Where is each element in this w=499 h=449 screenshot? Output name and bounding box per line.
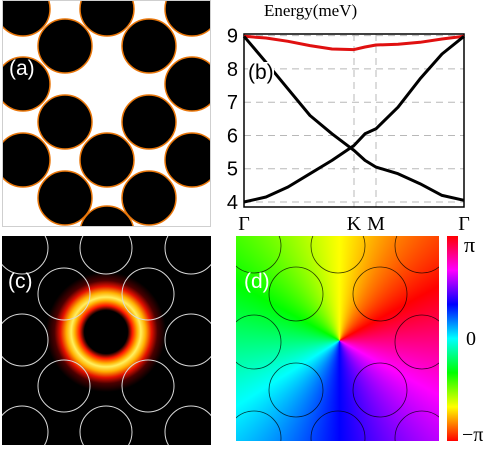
lattice-disk (80, 205, 134, 226)
lattice-disk (164, 1, 210, 37)
y-tick-label: 4 (227, 192, 238, 214)
lattice-disk (3, 56, 51, 112)
panel-b-label: (b) (248, 61, 274, 84)
lattice-outline-circle (394, 236, 439, 274)
lattice-disk (37, 170, 93, 226)
lattice-outline-circle (236, 314, 282, 370)
lattice-disk (3, 1, 51, 37)
lattice-outline-circle (394, 410, 439, 441)
lattice-disk (79, 132, 135, 188)
lattice-disks-plot (3, 1, 210, 226)
lattice-disk (164, 56, 210, 112)
lattice-outline-circle (79, 236, 133, 275)
panel-d-phase: (d) π 0 −π (236, 236, 499, 449)
band-line-3 (243, 35, 465, 204)
lattice-outline-circle (121, 359, 175, 413)
lattice-disk (121, 170, 177, 226)
panel-c-intensity: (c) (2, 236, 211, 445)
lattice-outline-circle (310, 236, 366, 274)
band-structure-chart: Energy(meV) 4 5 6 7 8 9 Γ K M Γ (227, 1, 470, 235)
lattice-outline-circle (236, 410, 282, 441)
phase-map (236, 236, 439, 441)
lattice-outline-circle (79, 405, 133, 445)
colorbar-top-label: π (464, 236, 476, 257)
y-tick-label: 6 (227, 125, 238, 147)
lattice-outline-circle (2, 236, 49, 275)
y-tick-label: 7 (227, 92, 238, 114)
lattice-outline-circle (2, 405, 49, 445)
lattice-outline-circle (268, 362, 324, 418)
lattice-outline-circle (164, 236, 211, 275)
lattice-outline-circle (394, 314, 439, 370)
panel-a-label: (a) (9, 57, 35, 80)
colorbar-bottom-label: −π (462, 424, 484, 446)
lattice-outline-circle (352, 362, 408, 418)
lattice-disk (3, 132, 51, 188)
panel-d-label: (d) (244, 270, 270, 293)
y-tick-label: 9 (227, 26, 238, 48)
lattice-outline-circle (352, 266, 408, 322)
x-tick-label: Γ (458, 213, 470, 235)
lattice-disk (37, 18, 93, 74)
lattice-outline-circle (164, 313, 211, 367)
phase-colorbar (447, 236, 458, 441)
lattice-outline-circle (37, 359, 91, 413)
lattice-disk (37, 94, 93, 150)
lattice-outline-circle (37, 267, 91, 321)
lattice-outline-circle (236, 236, 282, 274)
lattice-outline-circle (121, 267, 175, 321)
lattice-disk (121, 94, 177, 150)
panel-a-lattice: (a) (2, 0, 211, 227)
lattice-disk (79, 1, 135, 37)
lattice-outline-circle (268, 266, 324, 322)
lattice-outline-circle (2, 313, 49, 367)
intensity-ring (2, 236, 211, 445)
intensity-ring-plot (2, 236, 211, 445)
plot-frame (243, 33, 465, 208)
x-tick-label: M (367, 213, 385, 235)
lattice-disk (164, 132, 210, 188)
chart-title: Energy(meV) (264, 1, 357, 20)
band-line-2 (242, 35, 465, 202)
x-tick-label: Γ (238, 213, 250, 235)
colorbar-mid-label: 0 (466, 328, 476, 350)
x-tick-label: K (347, 213, 362, 235)
y-tick-label: 8 (227, 59, 238, 81)
y-tick-label: 5 (227, 159, 238, 181)
lattice-disk (121, 18, 177, 74)
phase-map-circles (236, 236, 439, 441)
panel-c-label: (c) (8, 270, 33, 293)
band-line-1 (243, 34, 465, 52)
lattice-outline-circle (310, 410, 366, 441)
lattice-outline-circle (164, 405, 211, 445)
